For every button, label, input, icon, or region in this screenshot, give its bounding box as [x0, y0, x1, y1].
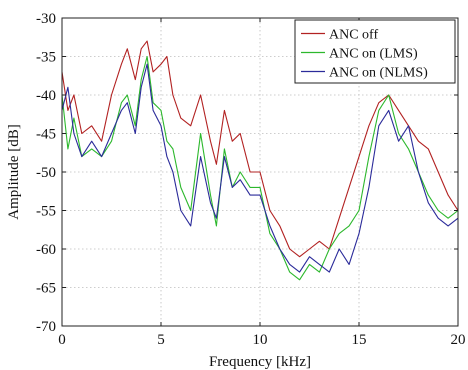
legend-box: [294, 19, 456, 84]
legend-label: ANC on (LMS): [329, 47, 418, 62]
legend-label: ANC off: [329, 28, 378, 43]
series-line-2: [61, 55, 459, 281]
x-tick-label: 10: [253, 332, 268, 348]
axes: 0 5 10 15 20 -70 -65 -60 -55 -50 -45 -40 -35 -30: [36, 11, 466, 348]
legend: ANC off ANC on (LMS) ANC on (NLMS): [294, 19, 456, 84]
y-tick-label: -35: [36, 50, 56, 66]
y-axis-label: Amplitude [dB]: [6, 124, 22, 219]
series-lines: [61, 40, 459, 281]
y-tick-label: -55: [36, 204, 56, 220]
grid: [62, 18, 458, 326]
x-axis-label: Frequency [kHz]: [209, 354, 311, 370]
x-tick-label: 0: [58, 332, 66, 348]
series-line-3: [61, 63, 459, 273]
series-line-1: [61, 40, 459, 258]
x-tick-label: 20: [451, 332, 466, 348]
y-tick-label: -70: [36, 319, 56, 335]
y-tick-label: -40: [36, 88, 56, 104]
y-tick-label: -30: [36, 11, 56, 27]
x-tick-label: 15: [352, 332, 367, 348]
y-tick-label: -60: [36, 242, 56, 258]
x-tick-label: 5: [157, 332, 165, 348]
y-tick-label: -50: [36, 165, 56, 181]
y-tick-label: -65: [36, 281, 56, 297]
y-tick-label: -45: [36, 127, 56, 143]
legend-label: ANC on (NLMS): [329, 66, 428, 81]
